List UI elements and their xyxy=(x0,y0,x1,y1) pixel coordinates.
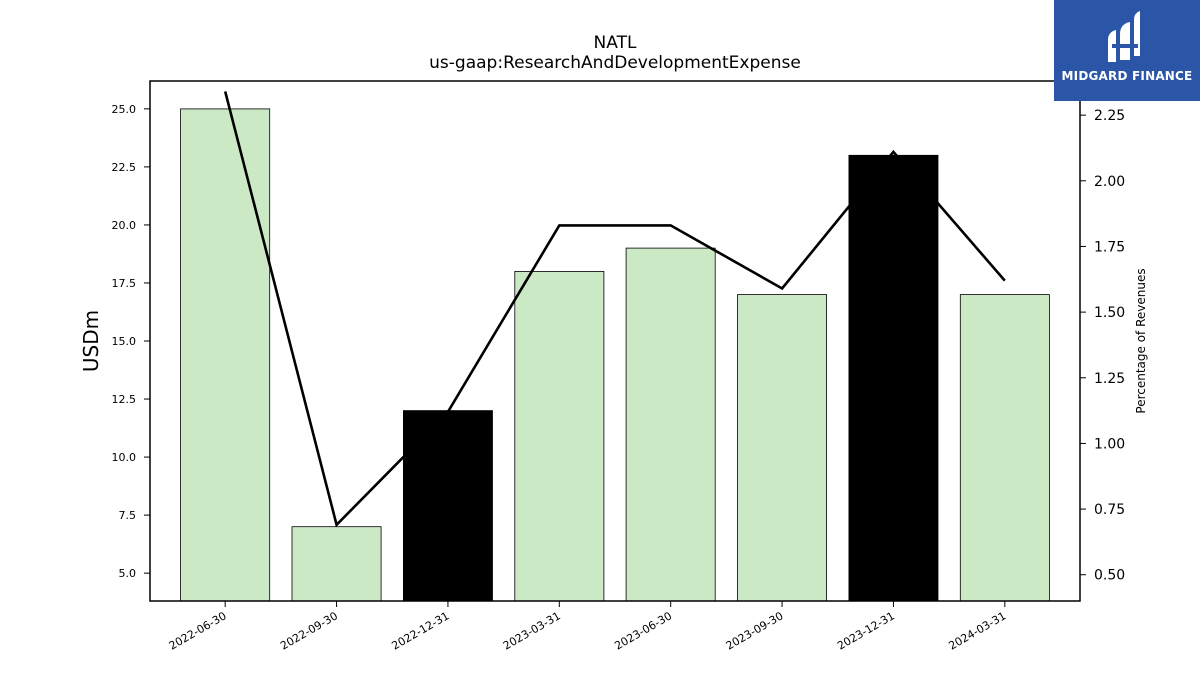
y-tick-label: 15.0 xyxy=(112,335,137,348)
y-tick-label: 22.5 xyxy=(112,161,137,174)
bar-2024-03-31 xyxy=(959,294,1050,602)
x-tick-label: 2022-12-31 xyxy=(390,609,452,652)
y-tick-label: 7.5 xyxy=(119,509,137,522)
y-tick-label: 20.0 xyxy=(112,219,137,232)
x-tick-label: 2024-03-31 xyxy=(946,609,1008,652)
x-tick-label: 2023-03-31 xyxy=(501,609,563,652)
y2-tick-label: 1.75 xyxy=(1094,239,1125,255)
chart-subtitle: us-gaap:ResearchAndDevelopmentExpense xyxy=(429,53,801,73)
y-tick-label: 17.5 xyxy=(112,277,137,290)
y-tick-label: 10.0 xyxy=(112,451,137,464)
right-axis: 0.50 0.75 1.00 1.25 1.50 1.75 2.00 2.25 xyxy=(1080,108,1125,584)
brand-logo: MIDGARD FINANCE xyxy=(1054,0,1200,101)
bar-2023-12-31 xyxy=(848,154,939,602)
y2-tick-label: 2.25 xyxy=(1094,108,1125,124)
y2-tick-label: 1.25 xyxy=(1094,371,1125,387)
x-tick-label: 2023-06-30 xyxy=(612,609,674,652)
y2-tick-label: 1.00 xyxy=(1094,436,1125,452)
midgard-logo-icon xyxy=(1108,11,1140,62)
left-axis: 5.0 7.5 10.0 12.5 15.0 17.5 20.0 22.5 25.0 xyxy=(112,103,150,580)
bar-2022-06-30 xyxy=(180,108,271,602)
x-tick-label: 2022-09-30 xyxy=(278,609,340,652)
y-tick-label: 25.0 xyxy=(112,103,137,116)
y2-axis-label: Percentage of Revenues xyxy=(1134,268,1148,413)
y-tick-label: 12.5 xyxy=(112,393,137,406)
y2-tick-label: 0.50 xyxy=(1094,568,1125,584)
bar-2023-03-31 xyxy=(514,270,605,602)
percentage-line xyxy=(223,91,1006,528)
bar-2023-09-30 xyxy=(737,294,827,602)
bar-2022-12-31 xyxy=(402,410,493,602)
chart-title: NATL xyxy=(594,33,637,53)
bar-2022-09-30 xyxy=(291,526,382,602)
brand-name: MIDGARD FINANCE xyxy=(1061,69,1193,83)
y-tick-label: 5.0 xyxy=(119,567,137,580)
bar-2023-06-30 xyxy=(625,247,716,602)
y2-tick-label: 0.75 xyxy=(1094,502,1125,518)
x-tick-label: 2022-06-30 xyxy=(167,609,229,652)
x-tick-label: 2023-12-31 xyxy=(835,609,897,652)
y2-tick-label: 1.50 xyxy=(1094,305,1125,321)
bar-group xyxy=(180,108,1050,602)
x-axis: 2022-06-30 2022-09-30 2022-12-31 2023-03-31… xyxy=(167,601,1008,653)
y-axis-label: USDm xyxy=(79,310,103,372)
line-group xyxy=(223,91,1006,528)
y2-tick-label: 2.00 xyxy=(1094,174,1125,190)
x-tick-label: 2023-09-30 xyxy=(724,609,786,652)
